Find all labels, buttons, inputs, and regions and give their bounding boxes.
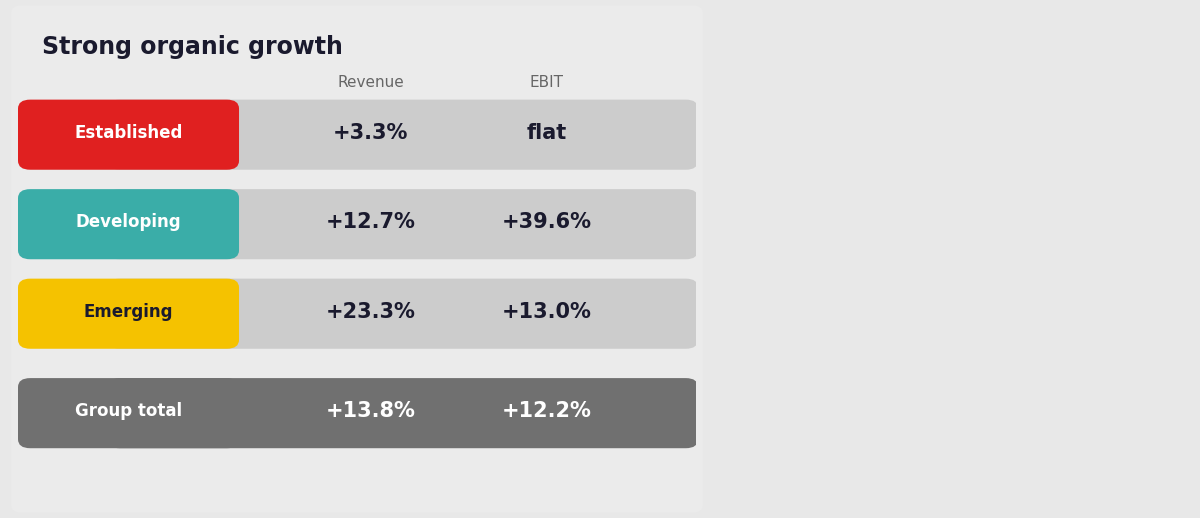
Text: +13.0%: +13.0% <box>502 301 592 322</box>
FancyBboxPatch shape <box>108 99 698 170</box>
Text: Emerging: Emerging <box>84 303 173 321</box>
Text: Developing: Developing <box>76 213 181 231</box>
Text: +12.2%: +12.2% <box>502 401 592 421</box>
Text: EBIT: EBIT <box>530 75 564 90</box>
FancyBboxPatch shape <box>18 189 239 259</box>
FancyBboxPatch shape <box>18 279 239 349</box>
Text: Strong organic growth: Strong organic growth <box>42 35 343 59</box>
FancyBboxPatch shape <box>11 5 703 513</box>
Text: +12.7%: +12.7% <box>325 212 415 232</box>
Text: +3.3%: +3.3% <box>332 123 408 142</box>
FancyBboxPatch shape <box>108 189 698 259</box>
Text: +23.3%: +23.3% <box>325 301 415 322</box>
FancyBboxPatch shape <box>18 378 239 448</box>
FancyBboxPatch shape <box>108 279 698 349</box>
FancyBboxPatch shape <box>18 99 239 170</box>
Text: Group total: Group total <box>74 402 182 420</box>
Text: +13.8%: +13.8% <box>325 401 415 421</box>
Text: +39.6%: +39.6% <box>502 212 592 232</box>
Text: Revenue: Revenue <box>337 75 404 90</box>
Text: Established: Established <box>74 124 182 142</box>
Text: flat: flat <box>527 123 566 142</box>
FancyBboxPatch shape <box>108 378 698 448</box>
